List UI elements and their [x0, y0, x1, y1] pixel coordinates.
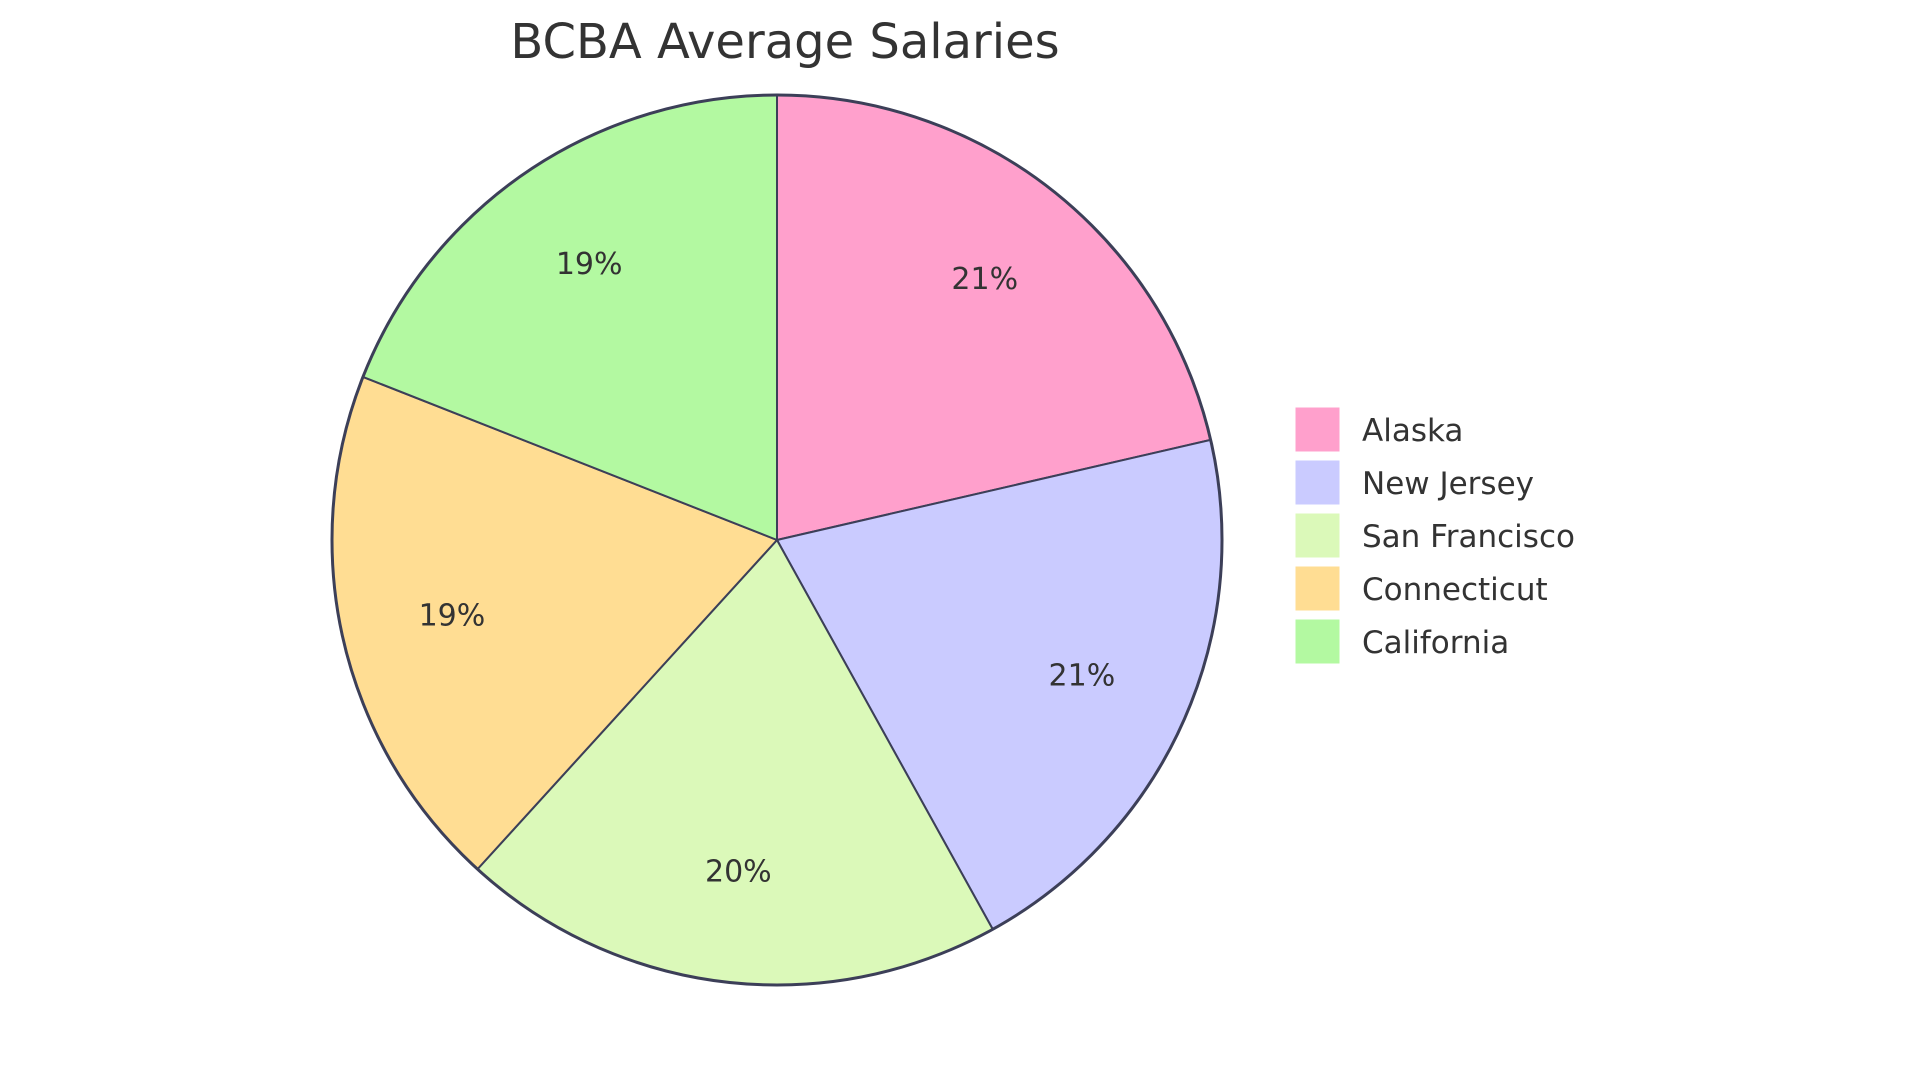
- legend-label: Connecticut: [1362, 572, 1548, 608]
- legend-label: New Jersey: [1362, 466, 1534, 502]
- legend-label: San Francisco: [1362, 519, 1575, 555]
- percent-label: 21%: [951, 262, 1018, 297]
- percent-label: 19%: [556, 247, 623, 282]
- percent-label: 19%: [419, 599, 486, 634]
- legend-label: Alaska: [1362, 413, 1463, 449]
- percent-label: 20%: [705, 855, 772, 890]
- pie-outline: [330, 93, 1224, 987]
- legend-item-alaska: Alaska: [1294, 406, 1463, 453]
- legend-label: California: [1362, 625, 1509, 661]
- legend-swatch: [1294, 565, 1341, 612]
- legend-swatch: [1294, 512, 1341, 559]
- legend-item-san-francisco: San Francisco: [1294, 512, 1575, 559]
- percent-label: 21%: [1049, 659, 1116, 694]
- pie-percent-labels: 21% 21% 20% 19% 19%: [419, 247, 1116, 889]
- legend-swatch: [1294, 459, 1341, 506]
- legend-swatch: [1294, 406, 1341, 453]
- legend-swatch: [1294, 618, 1341, 665]
- legend-item-connecticut: Connecticut: [1294, 565, 1548, 612]
- pie-slices: [330, 93, 1224, 987]
- legend-item-california: California: [1294, 618, 1509, 665]
- chart-title: BCBA Average Salaries: [510, 14, 1059, 70]
- legend: Alaska New Jersey San Francisco Connecticut…: [1294, 406, 1575, 665]
- legend-item-new-jersey: New Jersey: [1294, 459, 1534, 506]
